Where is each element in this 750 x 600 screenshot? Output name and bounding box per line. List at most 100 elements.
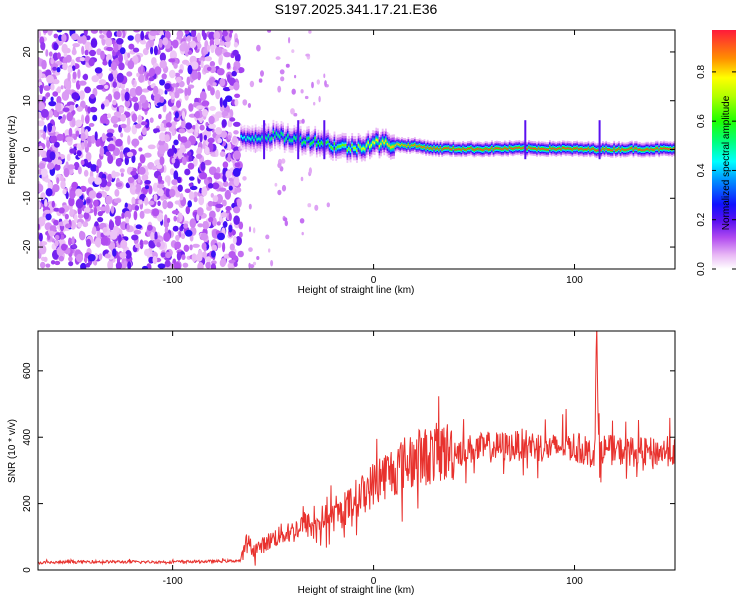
- noise-blob: [277, 162, 282, 168]
- noise-blob: [258, 78, 263, 83]
- noise-blob: [131, 138, 140, 147]
- noise-blob: [210, 44, 215, 54]
- track-cell: [603, 149, 606, 151]
- x-tick-label: -100: [163, 275, 183, 286]
- noise-blob: [219, 78, 226, 87]
- noise-blob: [138, 166, 146, 175]
- noise-blob: [118, 234, 122, 244]
- track-cell: [484, 147, 487, 150]
- track-cell: [336, 145, 339, 149]
- track-cell: [264, 136, 267, 139]
- y-tick-label: 400: [22, 428, 33, 445]
- noise-blob: [75, 198, 84, 209]
- noise-blob: [106, 132, 114, 138]
- noise-blob: [153, 128, 161, 133]
- track-cell: [611, 149, 614, 152]
- noise-blob: [116, 30, 122, 38]
- track-cell: [436, 147, 439, 149]
- noise-blob: [173, 215, 177, 222]
- track-cell: [295, 137, 297, 141]
- noise-blob: [121, 212, 125, 219]
- track-cell: [608, 148, 611, 151]
- noise-blob: [212, 217, 217, 227]
- noise-blob: [143, 208, 152, 214]
- track-cell: [497, 147, 500, 150]
- noise-blob: [202, 140, 206, 150]
- track-cell: [471, 148, 474, 150]
- track-cell: [317, 140, 320, 144]
- track-cell: [256, 138, 259, 141]
- noise-blob: [61, 243, 67, 251]
- noise-blob: [144, 248, 150, 257]
- noise-blob: [131, 185, 137, 191]
- noise-blob: [201, 186, 208, 197]
- noise-blob: [227, 152, 231, 163]
- track-cell: [423, 145, 426, 148]
- noise-blob: [147, 224, 153, 231]
- noise-blob: [47, 122, 52, 133]
- noise-blob: [125, 250, 132, 259]
- noise-blob: [68, 256, 73, 262]
- noise-blob: [56, 177, 60, 185]
- track-cell: [629, 147, 632, 150]
- noise-blob: [168, 58, 176, 63]
- noise-blob: [204, 56, 212, 62]
- noise-blob: [38, 200, 41, 210]
- noise-blob: [45, 49, 49, 57]
- track-cell: [378, 145, 381, 148]
- noise-blob: [53, 219, 59, 226]
- noise-blob: [191, 61, 199, 70]
- noise-blob: [238, 221, 244, 230]
- noise-blob: [153, 85, 159, 95]
- track-cell: [473, 149, 476, 151]
- track-cell: [320, 141, 323, 144]
- noise-blob: [181, 254, 186, 260]
- noise-blob: [209, 106, 217, 111]
- noise-blob: [223, 52, 232, 58]
- signal-track: [240, 119, 675, 163]
- noise-blob: [49, 135, 58, 144]
- noise-blob: [228, 259, 236, 264]
- track-cell: [259, 138, 262, 141]
- noise-blob: [208, 115, 215, 125]
- noise-blob: [233, 262, 238, 267]
- noise-blob: [88, 58, 95, 67]
- noise-blob: [87, 254, 96, 262]
- track-cell: [446, 147, 448, 149]
- noise-blob: [215, 148, 219, 158]
- noise-blob: [141, 127, 147, 136]
- track-cell: [586, 148, 588, 151]
- noise-blob: [113, 111, 122, 117]
- noise-blob: [38, 57, 42, 67]
- noise-blob: [176, 176, 182, 183]
- noise-blob: [124, 210, 132, 220]
- noise-blob: [133, 47, 140, 53]
- noise-blob: [38, 183, 44, 193]
- noise-blob: [268, 248, 271, 253]
- track-cell: [499, 147, 501, 150]
- noise-blob: [277, 85, 282, 93]
- track-cell: [254, 135, 257, 138]
- noise-blob: [267, 30, 272, 33]
- track-cell: [287, 134, 289, 137]
- noise-blob: [191, 125, 197, 130]
- track-cell: [661, 148, 664, 150]
- track-cell: [547, 148, 550, 151]
- noise-blob: [159, 79, 166, 86]
- noise-blob: [204, 146, 210, 155]
- noise-blob: [164, 214, 168, 225]
- track-cell: [496, 147, 498, 149]
- noise-blob: [61, 91, 70, 101]
- noise-blob: [184, 168, 191, 176]
- noise-blob: [82, 221, 89, 228]
- noise-blob: [239, 231, 243, 238]
- noise-blob: [103, 99, 110, 107]
- noise-blob: [233, 42, 238, 48]
- noise-blob: [152, 182, 159, 192]
- track-cell: [346, 149, 349, 152]
- colorbar-tick-label: 0.2: [696, 212, 707, 226]
- noise-blob: [253, 227, 256, 234]
- noise-blob: [106, 30, 113, 39]
- noise-blob: [219, 258, 226, 268]
- noise-blob: [135, 123, 142, 129]
